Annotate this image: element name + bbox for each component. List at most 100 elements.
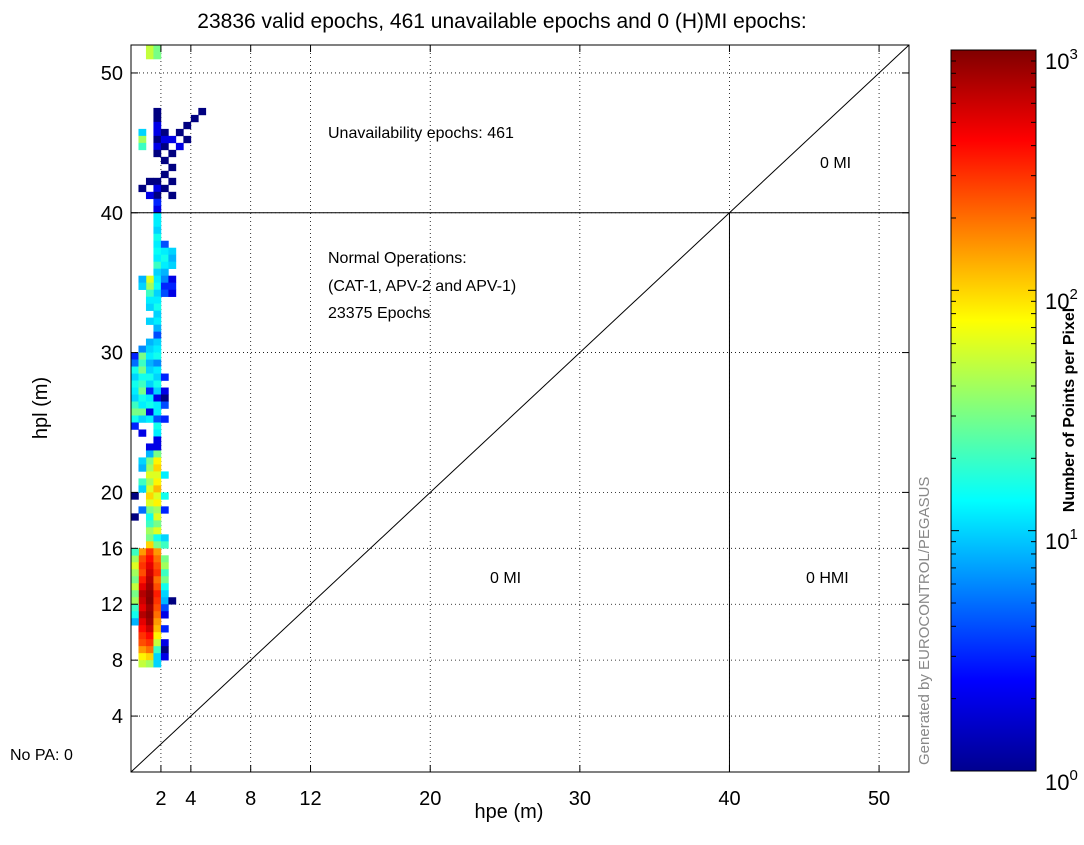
heatmap-cell <box>153 422 162 430</box>
heatmap-cell <box>138 184 147 193</box>
chart-title: 23836 valid epochs, 461 unavailable epoc… <box>197 10 806 33</box>
heatmap-cell <box>160 590 169 598</box>
colorbar-gradient <box>950 49 1037 772</box>
x-tick-label: 2 <box>155 788 166 810</box>
heatmap-cell <box>131 590 139 598</box>
x-tick-label: 4 <box>185 788 196 810</box>
heatmap-cell <box>168 191 177 200</box>
y-axis-ticks: 4 8 12 16 20 30 40 50 <box>101 63 909 728</box>
heatmap-cell <box>160 184 169 193</box>
heatmap-cell <box>168 282 177 290</box>
heatmap-cell <box>160 156 169 165</box>
heatmap-cell <box>131 408 139 416</box>
y-tick-label: 4 <box>112 706 123 728</box>
heatmap-cell <box>145 604 154 612</box>
heatmap-cell <box>145 352 154 360</box>
heatmap-cell <box>145 611 154 619</box>
mi-bottom-annotation: 0 MI <box>490 570 521 587</box>
heatmap-cell <box>145 51 154 60</box>
heatmap-cell <box>145 387 154 395</box>
heatmap-cell <box>145 576 154 584</box>
heatmap-cell <box>153 177 162 186</box>
heatmap-cell <box>131 359 139 367</box>
heatmap-cell <box>145 590 154 598</box>
heatmap-cell <box>145 632 154 640</box>
heatmap-cell <box>145 282 154 290</box>
heatmap-cell <box>153 597 162 605</box>
heatmap-cell <box>138 653 147 661</box>
heatmap-cell <box>131 576 139 584</box>
heatmap-cell <box>145 408 154 416</box>
heatmap-cell <box>190 114 199 123</box>
heatmap-cell <box>168 275 177 283</box>
heatmap-cell <box>145 471 154 479</box>
y-tick-label: 30 <box>101 343 123 365</box>
heatmap-cell <box>153 345 162 353</box>
normal-ops-title: Normal Operations: <box>328 250 467 267</box>
heatmap-cell <box>138 548 147 556</box>
colorbar-label-1e3: 103 <box>1045 46 1078 74</box>
heatmap-cell <box>145 541 154 549</box>
heatmap-cell <box>160 597 169 605</box>
heatmap-cell <box>138 415 147 423</box>
heatmap-cell <box>153 611 162 619</box>
heatmap-cell <box>145 625 154 633</box>
heatmap-cell <box>131 387 139 395</box>
heatmap-cell <box>153 646 162 654</box>
normal-ops-categories: (CAT-1, APV-2 and APV-1) <box>328 278 516 295</box>
heatmap-cell <box>153 485 162 493</box>
heatmap-cell <box>153 534 162 542</box>
generated-by-watermark: Generated by EUROCONTROL/PEGASUS <box>916 477 933 765</box>
heatmap-cell <box>160 170 169 179</box>
heatmap-cell <box>160 373 169 381</box>
heatmap-cell <box>138 457 147 465</box>
heatmap-cell <box>153 387 162 395</box>
heatmap-cell <box>138 380 147 388</box>
no-pa-annotation: No PA: 0 <box>10 747 73 764</box>
heatmap-cell <box>145 534 154 542</box>
heatmap-cell <box>145 597 154 605</box>
heatmap-cell <box>168 261 177 269</box>
heatmap-cell <box>153 604 162 612</box>
heatmap-cell <box>138 562 147 570</box>
x-tick-label: 30 <box>569 788 591 810</box>
heatmap-cell <box>153 261 162 269</box>
heatmap-cell <box>160 604 169 612</box>
heatmap-cell <box>153 506 162 514</box>
heatmap-cell <box>131 380 139 388</box>
heatmap-cell <box>145 317 154 325</box>
heatmap-cell <box>160 471 169 479</box>
heatmap-cell <box>138 569 147 577</box>
heatmap-cell <box>153 51 162 60</box>
heatmap-cell <box>160 268 169 276</box>
x-tick-label: 50 <box>868 788 890 810</box>
heatmap-cell <box>153 338 162 346</box>
heatmap-cell <box>131 548 139 556</box>
heatmap-cell <box>153 205 162 214</box>
x-axis-ticks: 2 4 8 12 20 30 40 50 <box>155 45 890 810</box>
heatmap-cell <box>138 646 147 654</box>
heatmap-cell <box>153 464 162 472</box>
heatmap-cell <box>153 310 162 318</box>
heatmap-cell <box>131 366 139 374</box>
heatmap-cell <box>168 289 177 297</box>
heatmap-cell <box>153 653 162 661</box>
heatmap-cell <box>160 576 169 584</box>
heatmap-cell <box>153 555 162 563</box>
heatmap-cell <box>138 275 147 283</box>
heatmap-cell <box>153 226 162 235</box>
heatmap-cell <box>138 625 147 633</box>
heatmap-cell <box>153 492 162 500</box>
heatmap-cell <box>131 352 139 360</box>
heatmap-cell <box>160 569 169 577</box>
normal-ops-count: 23375 Epochs <box>328 305 430 322</box>
heatmap-cell <box>153 499 162 507</box>
y-tick-label: 12 <box>101 594 123 616</box>
heatmap-cell <box>153 548 162 556</box>
heatmap-cell <box>153 429 162 437</box>
heatmap-cell <box>160 128 169 137</box>
heatmap-cell <box>160 492 169 500</box>
heatmap-cell <box>153 233 162 242</box>
heatmap-cell <box>145 191 154 200</box>
